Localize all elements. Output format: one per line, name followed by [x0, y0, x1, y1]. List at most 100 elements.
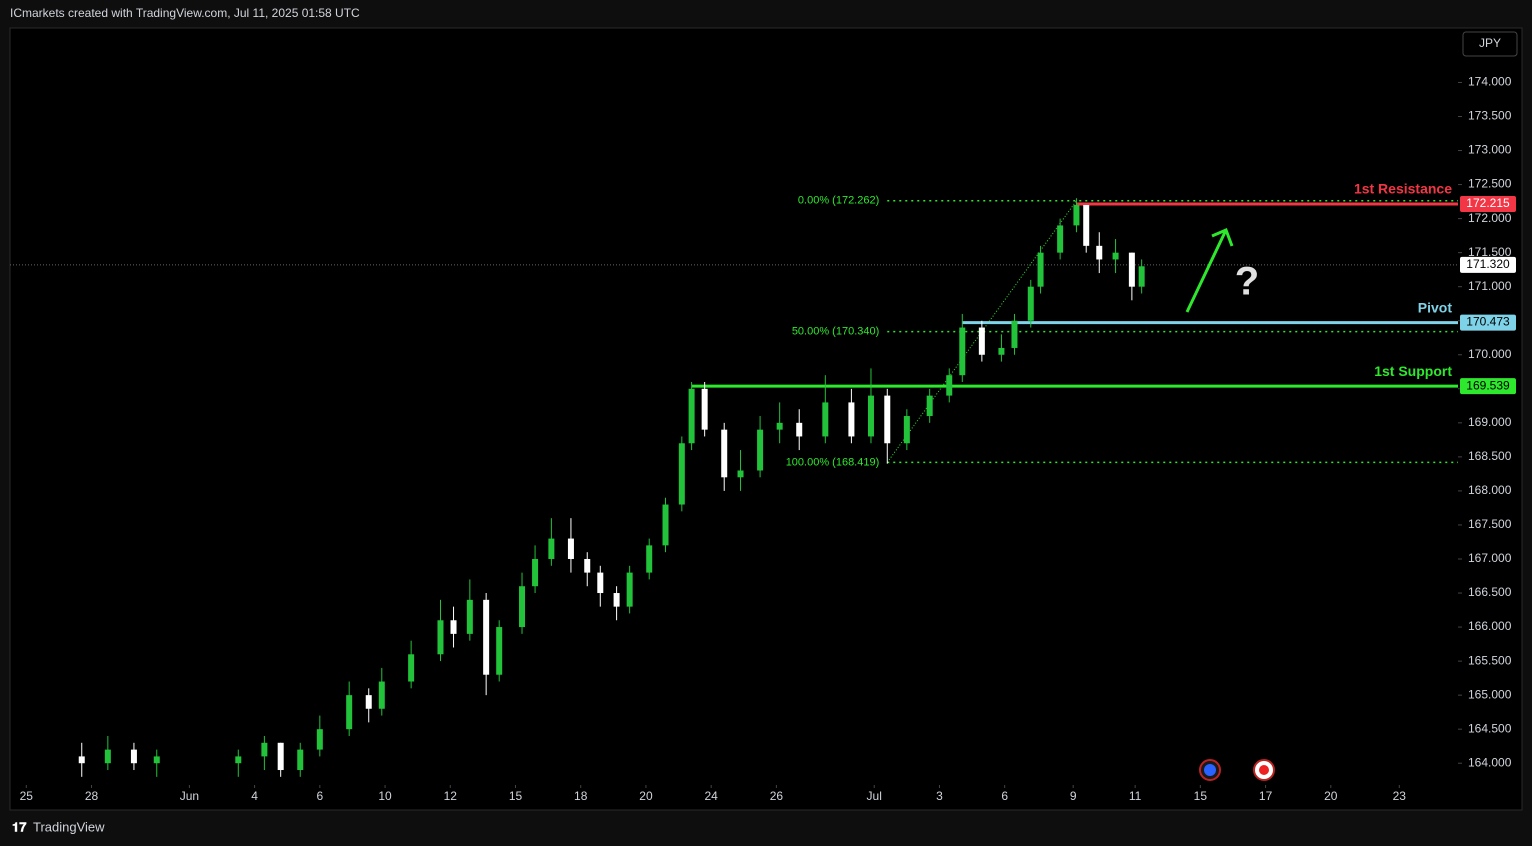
- candle-body: [1138, 266, 1145, 287]
- candle-body: [1096, 245, 1103, 260]
- price-tag: [1460, 195, 1516, 212]
- x-tick-label: 23: [1393, 789, 1407, 803]
- y-tick-label: 168.500: [1468, 449, 1512, 463]
- x-tick-label: 12: [444, 789, 458, 803]
- x-tick-label: 24: [704, 789, 718, 803]
- candle-body: [277, 742, 284, 771]
- candle-body: [1057, 225, 1064, 253]
- candle-body: [584, 558, 591, 573]
- y-tick-label: 173.500: [1468, 109, 1512, 123]
- header-title: ICmarkets created with TradingView.com, …: [10, 6, 360, 20]
- candle-body: [567, 538, 574, 559]
- candle-body: [1037, 252, 1044, 287]
- x-tick-label: Jul: [867, 789, 882, 803]
- candle-body: [1083, 204, 1090, 246]
- y-tick-label: 173.000: [1468, 143, 1512, 157]
- candle-body: [450, 620, 457, 634]
- arrow: [1185, 228, 1234, 313]
- x-tick-label: 18: [574, 789, 588, 803]
- price-tag: [1460, 256, 1516, 273]
- candle-body: [153, 756, 160, 764]
- x-tick-label: 11: [1129, 789, 1142, 803]
- y-tick-label: 172.000: [1468, 211, 1512, 225]
- plot: 0.00% (172.262) 50.00% (170.340) 100.00% (…: [10, 195, 1458, 777]
- y-tick-label: 165.000: [1468, 687, 1512, 701]
- y-tick-label: 164.500: [1468, 721, 1512, 735]
- candle-body: [597, 572, 604, 594]
- x-tick-label: 20: [1324, 789, 1338, 803]
- x-tick-label: 26: [770, 789, 784, 803]
- candle-body: [776, 422, 783, 430]
- y-tick-label: 169.000: [1468, 415, 1512, 429]
- y-tick-label: 166.000: [1468, 619, 1512, 633]
- candle-body: [796, 422, 803, 437]
- candle-body: [867, 395, 874, 437]
- candle-body: [466, 599, 473, 634]
- event-icon-inner: [1204, 764, 1216, 776]
- x-tick-label: Jun: [180, 789, 199, 803]
- candle-body: [903, 416, 910, 444]
- candle-body: [496, 627, 503, 675]
- candle-body: [519, 586, 526, 628]
- x-tick-label: 9: [1070, 789, 1077, 803]
- price-tag-label: 169.539: [1466, 378, 1510, 392]
- candle-body: [688, 388, 695, 444]
- level-name: 1st Resistance: [1354, 181, 1452, 197]
- candle-body: [822, 402, 829, 437]
- candle-body: [1027, 286, 1034, 321]
- candle-body: [378, 681, 385, 709]
- candle-body: [78, 756, 85, 764]
- x-tick-label: 15: [1194, 789, 1208, 803]
- candle-body: [757, 429, 764, 471]
- candle-body: [130, 749, 137, 764]
- candle-body: [959, 327, 966, 376]
- price-tag: [1460, 314, 1516, 331]
- y-tick-label: 167.500: [1468, 517, 1512, 531]
- event-icon-inner: [1259, 765, 1269, 775]
- candle-body: [613, 593, 620, 607]
- y-tick-label: 165.500: [1468, 653, 1512, 667]
- fib-label: 100.00% (168.419): [786, 456, 880, 468]
- candle-body: [483, 599, 490, 675]
- candle-body: [437, 620, 444, 655]
- candle-body: [626, 572, 633, 607]
- candle-body: [701, 388, 708, 430]
- candle-body: [365, 695, 372, 709]
- price-tag-label: 170.473: [1466, 315, 1510, 329]
- y-tick-label: 171.500: [1468, 245, 1512, 259]
- x-tick-label: 17: [1259, 789, 1273, 803]
- x-tick-label: 25: [20, 789, 34, 803]
- annotation: ?: [1235, 260, 1259, 304]
- y-tick-label: 170.000: [1468, 347, 1512, 361]
- candle-body: [297, 749, 304, 771]
- candle-body: [848, 402, 855, 437]
- x-tick-label: 15: [509, 789, 523, 803]
- x-tick-label: 4: [251, 789, 258, 803]
- logo-mark: 𝟏𝟕: [12, 819, 27, 834]
- y-tick-label: 174.000: [1468, 75, 1512, 89]
- y-tick-label: 164.000: [1468, 755, 1512, 769]
- candle-body: [346, 695, 353, 730]
- candle-body: [1073, 204, 1080, 226]
- currency-box[interactable]: [1462, 31, 1518, 57]
- candle-body: [978, 327, 985, 355]
- overlay: 164.000 164.500 165.000 165.500 166.000 166.5…: [20, 75, 1516, 803]
- currency-label: JPY: [1479, 36, 1501, 50]
- x-tick-label: 3: [936, 789, 943, 803]
- y-tick-label: 167.000: [1468, 551, 1512, 565]
- candle-body: [678, 443, 685, 505]
- price-tag-label: 171.320: [1466, 257, 1510, 271]
- candle-body: [646, 545, 653, 573]
- candle-body: [737, 470, 744, 478]
- price-tag-label: 172.215: [1466, 196, 1510, 210]
- candle-body: [548, 538, 555, 559]
- chart-panel: [9, 27, 1523, 811]
- y-tick-label: 166.500: [1468, 585, 1512, 599]
- y-tick-label: 168.000: [1468, 483, 1512, 497]
- candle-body: [1128, 252, 1135, 287]
- x-tick-label: 6: [1001, 789, 1008, 803]
- price-tag: [1460, 378, 1516, 395]
- candle-body: [1011, 320, 1018, 348]
